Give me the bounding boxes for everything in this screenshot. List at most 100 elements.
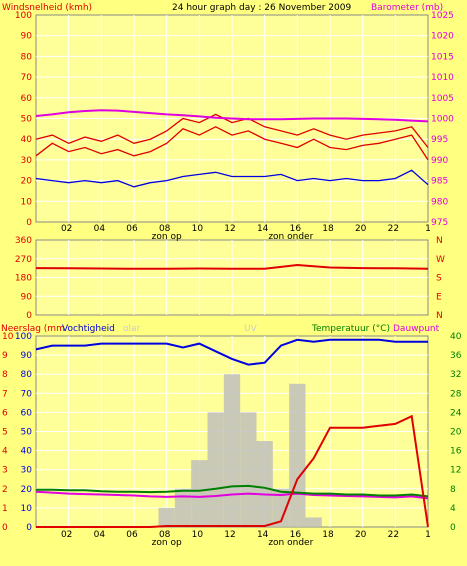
y-tick-label-humidity: 80 [21, 370, 33, 380]
uv-title: UV [244, 324, 258, 334]
y-tick-label-barometer: 975 [431, 218, 448, 228]
y-tick-label-temperature: 20 [450, 428, 462, 438]
x-tick-label: 02 [61, 530, 72, 540]
y-tick-label-humidity: 60 [21, 408, 33, 418]
x-tick-label: 08 [159, 224, 171, 234]
y-tick-label-direction: 270 [15, 255, 32, 265]
y-tick-label-humidity: 30 [21, 466, 33, 476]
y-tick-label-wind: 10 [21, 197, 33, 207]
y-tick-label-compass: E [436, 292, 442, 302]
y-tick-label-temperature: 24 [450, 408, 462, 418]
y-tick-label-temperature: 16 [450, 447, 462, 457]
y-tick-label-direction: 90 [21, 292, 33, 302]
x-tick-label: 12 [224, 224, 235, 234]
y-tick-label-wind: 60 [21, 94, 33, 104]
y-tick-label-rain: 1 [2, 504, 8, 514]
y-tick-label-barometer: 990 [431, 156, 448, 166]
solar-bar [223, 374, 241, 527]
y-tick-label-barometer: 1015 [431, 52, 454, 62]
dewpoint-title: Dauwpunt [393, 324, 440, 334]
y-tick-label-rain: 10 [2, 332, 14, 342]
y-tick-label-temperature: 0 [450, 523, 456, 533]
x-tick-label: 14 [257, 530, 269, 540]
solar-bar [272, 488, 290, 527]
sunset-label: zon onder [268, 232, 313, 242]
y-tick-label-rain: 0 [2, 523, 8, 533]
humidity-title: Vochtigheid [62, 324, 115, 334]
x-tick-label: 22 [388, 530, 399, 540]
series-dauwpunt [36, 484, 429, 498]
solar-bar [305, 517, 322, 527]
y-tick-label-compass: N [436, 311, 443, 321]
solar-title: olar [123, 324, 141, 334]
series-windsnelheid [35, 126, 429, 161]
solar-bar [240, 412, 257, 527]
x-tick-label: 20 [355, 530, 367, 540]
y-tick-label-barometer: 1020 [431, 32, 454, 42]
x-tick-label: 04 [94, 224, 106, 234]
y-tick-label-wind: 70 [21, 73, 33, 83]
barometer-title: Barometer (mb) [371, 3, 443, 13]
data-series [35, 109, 429, 528]
sunrise-label: zon op [152, 232, 182, 242]
x-tick-label: 18 [322, 530, 334, 540]
x-tick-label: 22 [388, 224, 399, 234]
solar-bar [289, 383, 306, 527]
x-tick-label: 16 [290, 224, 302, 234]
y-tick-label-humidity: 90 [21, 351, 33, 361]
y-tick-label-barometer: 985 [431, 177, 448, 187]
y-tick-label-wind: 30 [21, 156, 33, 166]
y-tick-label-temperature: 8 [450, 485, 456, 495]
y-tick-label-rain: 4 [2, 447, 8, 457]
y-tick-label-humidity: 10 [21, 504, 33, 514]
y-tick-label-wind: 0 [26, 218, 32, 228]
x-tick-label: 1 [425, 224, 431, 234]
y-tick-label-temperature: 32 [450, 370, 461, 380]
y-tick-label-rain: 5 [2, 428, 8, 438]
y-tick-label-rain: 8 [2, 370, 8, 380]
sunrise-label: zon op [152, 538, 182, 548]
y-tick-label-humidity: 100 [15, 332, 32, 342]
solar-bar [207, 412, 224, 527]
y-tick-label-wind: 90 [21, 32, 33, 42]
y-tick-label-temperature: 28 [450, 389, 462, 399]
x-tick-label: 20 [355, 224, 367, 234]
y-tick-label-temperature: 12 [450, 466, 461, 476]
rain-title: Neerslag (mm [1, 324, 65, 334]
axis-labels: 02 04 06 08 10 12 14 16 18 20 22 102 04 06 08 10 12 14 16 1… [2, 11, 462, 548]
x-tick-label: 12 [224, 530, 235, 540]
y-tick-label-humidity: 70 [21, 389, 33, 399]
y-tick-label-wind: 40 [21, 135, 33, 145]
series-gemiddelde-wind [35, 169, 429, 188]
y-tick-label-wind: 50 [21, 115, 33, 125]
solar-bar [174, 488, 192, 527]
y-tick-label-barometer: 1000 [431, 115, 454, 125]
y-tick-label-humidity: 20 [21, 485, 33, 495]
sunset-label: zon onder [268, 538, 313, 548]
graph-title: 24 hour graph day : 26 November 2009 [172, 3, 351, 13]
x-tick-label: 06 [126, 224, 138, 234]
series-barometer [35, 109, 429, 123]
wind-speed-title: Windsnelheid (kmh) [2, 3, 92, 13]
temperature-title: Temperatuur (°C) [311, 324, 390, 334]
x-tick-label: 16 [290, 530, 302, 540]
y-tick-label-rain: 6 [2, 408, 8, 418]
y-tick-label-temperature: 4 [450, 504, 456, 514]
x-tick-label: 1 [425, 530, 431, 540]
y-tick-label-temperature: 36 [450, 351, 462, 361]
y-tick-label-wind: 20 [21, 177, 33, 187]
y-tick-label-wind: 100 [15, 11, 32, 21]
y-tick-label-barometer: 1005 [431, 94, 454, 104]
x-tick-label: 08 [159, 530, 171, 540]
x-tick-label: 04 [94, 530, 106, 540]
y-tick-label-compass: N [436, 236, 443, 246]
y-tick-label-humidity: 50 [21, 428, 33, 438]
y-tick-label-direction: 0 [26, 311, 32, 321]
solar-bar [191, 460, 208, 527]
x-tick-label: 06 [126, 530, 138, 540]
series-temperatuur [35, 490, 429, 500]
series-neerslag [36, 414, 429, 528]
x-tick-label: 10 [192, 224, 204, 234]
y-tick-label-rain: 3 [2, 466, 8, 476]
